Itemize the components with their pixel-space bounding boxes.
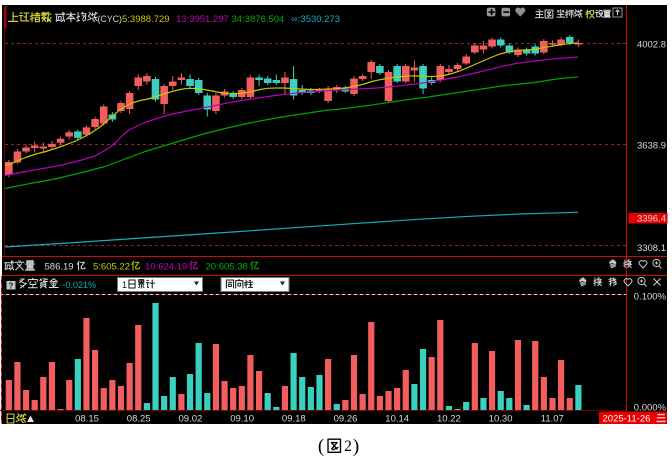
svg-text:3638.9: 3638.9 <box>637 141 666 152</box>
svg-text:09.02: 09.02 <box>179 414 203 425</box>
svg-text:4002.8: 4002.8 <box>637 40 666 51</box>
svg-text:0.100%: 0.100% <box>634 292 667 303</box>
svg-text:10.14: 10.14 <box>385 414 409 425</box>
svg-text:∞:3530.273: ∞:3530.273 <box>291 14 340 25</box>
svg-text:13:3951.297: 13:3951.297 <box>176 14 229 25</box>
svg-text:09.10: 09.10 <box>230 414 254 425</box>
svg-text:2: 2 <box>344 438 352 455</box>
svg-text:?: ? <box>9 281 14 290</box>
svg-text:3396.4: 3396.4 <box>637 214 666 225</box>
svg-text:10:624.19: 10:624.19 <box>145 262 187 273</box>
svg-text:08.15: 08.15 <box>75 414 99 425</box>
svg-text:11.07: 11.07 <box>541 414 564 425</box>
svg-text:1: 1 <box>122 280 127 290</box>
svg-text:08.25: 08.25 <box>127 414 151 425</box>
svg-text:(CYC): (CYC) <box>98 14 123 24</box>
svg-text:0.000%: 0.000% <box>634 403 667 414</box>
svg-text:34:3876.504: 34:3876.504 <box>232 14 285 25</box>
svg-text:(: ( <box>318 436 324 457</box>
svg-text:): ) <box>353 436 359 457</box>
svg-text:09.26: 09.26 <box>334 414 358 425</box>
svg-text:3308.1: 3308.1 <box>637 243 666 254</box>
svg-text:-0.021%: -0.021% <box>63 280 97 290</box>
svg-text:586.19: 586.19 <box>45 262 74 273</box>
svg-text:2025-11-26: 2025-11-26 <box>603 414 651 425</box>
svg-text:5:3988.729: 5:3988.729 <box>122 14 170 25</box>
svg-text:10.22: 10.22 <box>437 414 461 425</box>
svg-text:5:605.22: 5:605.22 <box>93 262 130 273</box>
svg-text:20:605.38: 20:605.38 <box>206 262 248 273</box>
svg-text:09.18: 09.18 <box>282 414 306 425</box>
svg-text:10.30: 10.30 <box>489 414 513 425</box>
